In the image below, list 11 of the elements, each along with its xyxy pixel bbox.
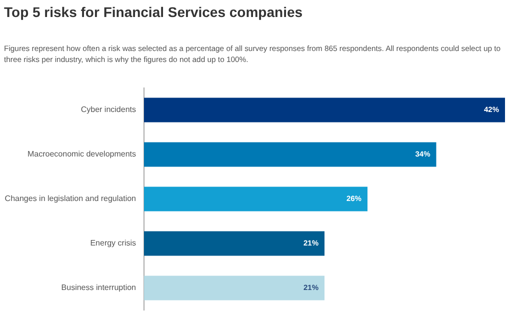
y-tick-label: Business interruption <box>61 283 136 292</box>
y-tick-label: Changes in legislation and regulation <box>4 194 136 204</box>
y-tick-label: Macroeconomic developments <box>28 150 136 159</box>
bar <box>144 231 324 256</box>
chart-title: Top 5 risks for Financial Services companies <box>4 4 303 20</box>
y-tick-label: Cyber incidents <box>80 105 136 114</box>
bar <box>144 186 368 212</box>
bar <box>144 142 436 167</box>
y-tick-label: Energy crisis <box>90 238 136 248</box>
bar <box>144 276 324 300</box>
bar <box>144 98 505 122</box>
